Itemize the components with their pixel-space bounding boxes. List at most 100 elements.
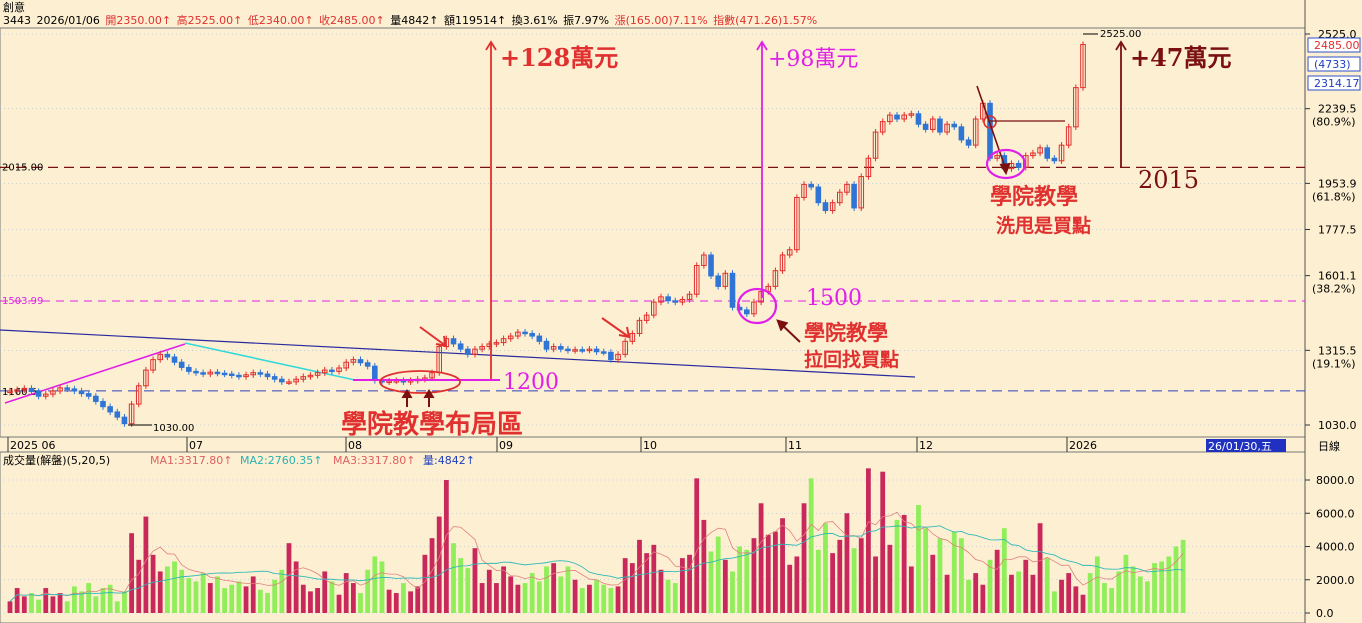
volume-bar (701, 519, 707, 613)
volume-bar (36, 599, 42, 613)
candle-body (64, 387, 71, 390)
candle-body (794, 196, 800, 251)
volume-bar (300, 584, 306, 613)
volume-bar (29, 593, 34, 613)
volume-bar (823, 523, 828, 613)
volume-bar (873, 556, 878, 613)
volume-bar (279, 569, 285, 613)
volume-bar (780, 518, 785, 613)
volume-bar (236, 581, 242, 613)
candle-body (729, 272, 736, 308)
volume-bar (229, 584, 235, 613)
candle-body (894, 114, 900, 120)
volume-bar (1094, 556, 1100, 613)
volume-bar (937, 538, 943, 613)
candle-body (364, 362, 371, 367)
price-tick-label: 2239.5 (1318, 103, 1357, 116)
turnover-value: 換3.61% (511, 14, 558, 27)
candle-body (550, 346, 557, 350)
volume-bar (730, 571, 735, 613)
candle-body (593, 348, 600, 353)
volume-bar (1109, 588, 1115, 613)
volume-bar (164, 566, 170, 613)
price-tick-label: 1953.9 (1318, 177, 1357, 190)
candle-body (586, 348, 593, 352)
volume-bar (1001, 528, 1007, 613)
candle-body (608, 351, 614, 361)
candle-body (221, 372, 228, 376)
candle-body (887, 114, 893, 123)
volume-bar (880, 471, 886, 613)
volume-bar (923, 528, 929, 613)
volume-bar (372, 556, 378, 613)
volume-bar (250, 576, 256, 613)
candle-body (751, 301, 757, 315)
month-label: 2025 06 (10, 439, 56, 452)
volume-bar (186, 578, 192, 613)
candle-body (386, 380, 392, 384)
candle-body (529, 332, 535, 337)
annot-layout-zone: 學院教學布局區 (341, 409, 523, 440)
volume-bar (544, 566, 549, 613)
volume-bar (908, 566, 914, 613)
circle-top (983, 115, 997, 129)
volume-bar (150, 554, 156, 613)
volume-bar (1066, 573, 1072, 613)
volume-bar (966, 579, 971, 613)
volume-bar (272, 579, 278, 613)
volume-bar (672, 583, 678, 613)
candle-body (71, 388, 78, 392)
arrow-pullback-head (776, 319, 789, 332)
volume-bar (651, 544, 657, 613)
volume-bar (1166, 556, 1172, 613)
volume-bar (866, 468, 871, 613)
candle-body (1044, 147, 1051, 159)
arrow-breakout (419, 326, 447, 347)
volume-bar (1080, 594, 1086, 613)
high-marker-label: 2525.00 (1100, 29, 1141, 40)
candle-body (300, 376, 307, 380)
candle-body (78, 390, 85, 395)
volume-bar (172, 561, 177, 613)
volume-qty: 量:4842↑ (423, 454, 475, 467)
volume-bar (1037, 523, 1043, 613)
candle-body (472, 348, 478, 355)
volume-bar (472, 548, 478, 613)
volume-bar (179, 569, 185, 613)
volume-bar (715, 536, 721, 613)
volume-bar (64, 601, 70, 613)
candle-body (622, 340, 628, 355)
candle-body (937, 118, 943, 133)
candle-body (779, 254, 786, 272)
candle-body (42, 393, 49, 397)
volume-bar (1102, 583, 1107, 613)
volume-bar (637, 539, 642, 613)
price-box (1307, 75, 1361, 91)
candle-body (236, 374, 242, 378)
volume-bar (722, 559, 728, 613)
trendline-blue (0, 329, 916, 378)
candle-body (450, 338, 457, 345)
volume-tick-label: 6000.0 (1316, 507, 1355, 520)
volume-title: 成交量(解盤)(5,20,5) (3, 453, 110, 467)
candle-body (822, 202, 829, 212)
price-box (1307, 56, 1361, 72)
level-1160-label: 1160.5 (2, 387, 37, 398)
volume-bar (1137, 576, 1143, 613)
candle-body (858, 176, 865, 209)
candle-body (507, 335, 514, 340)
volume-bar (100, 588, 106, 613)
amount-value: 額119514↑ (444, 14, 507, 27)
arrow-layout-head (401, 389, 413, 399)
volume-bar (916, 504, 921, 613)
candle-body (572, 349, 578, 352)
candle-body (100, 400, 106, 408)
volume-bar (136, 559, 142, 613)
price-box (1307, 37, 1361, 53)
candle-body (579, 349, 586, 352)
volume-bar (451, 543, 456, 613)
month-label: 2026 (1069, 439, 1097, 452)
volume-bar (1116, 571, 1122, 613)
candle-body (686, 293, 693, 300)
